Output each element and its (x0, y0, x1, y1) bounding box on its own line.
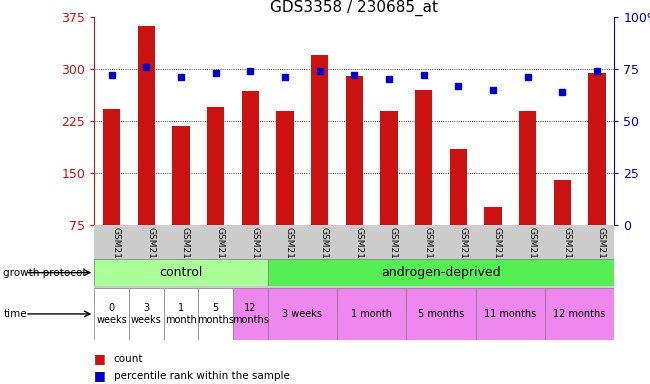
Text: time: time (3, 309, 27, 319)
Text: GSM215636: GSM215636 (181, 227, 190, 282)
Text: 12
months: 12 months (232, 303, 268, 325)
Bar (311, 55, 328, 225)
Text: 5 months: 5 months (418, 309, 464, 319)
Text: GSM215646: GSM215646 (528, 227, 537, 282)
Text: 1
month: 1 month (165, 303, 197, 325)
Text: GSM215634: GSM215634 (285, 227, 294, 282)
Text: GSM215644: GSM215644 (597, 227, 606, 282)
Text: GSM215633: GSM215633 (146, 227, 155, 282)
Text: control: control (159, 266, 203, 279)
Text: GSM215637: GSM215637 (354, 227, 363, 282)
Bar (103, 109, 120, 225)
Bar (138, 26, 155, 225)
Text: GSM215638: GSM215638 (389, 227, 398, 282)
Text: GSM215639: GSM215639 (216, 227, 225, 282)
Bar (484, 207, 502, 225)
Text: 11 months: 11 months (484, 309, 536, 319)
Bar (164, 288, 198, 340)
Bar (476, 288, 545, 340)
Bar (519, 111, 536, 225)
Bar (415, 90, 432, 225)
Text: 0
weeks: 0 weeks (96, 303, 127, 325)
Bar (242, 91, 259, 225)
Text: GSM215632: GSM215632 (112, 227, 121, 282)
Text: percentile rank within the sample: percentile rank within the sample (114, 371, 290, 381)
Title: GDS3358 / 230685_at: GDS3358 / 230685_at (270, 0, 438, 16)
Text: GSM215640: GSM215640 (424, 227, 433, 282)
Text: ■: ■ (94, 369, 106, 382)
Text: 12 months: 12 months (553, 309, 606, 319)
Bar (276, 111, 294, 225)
Bar (94, 259, 268, 286)
Text: GSM215635: GSM215635 (320, 227, 329, 282)
Text: GSM215645: GSM215645 (493, 227, 502, 282)
Text: GSM215641: GSM215641 (458, 227, 467, 282)
Bar (380, 111, 398, 225)
Bar (450, 149, 467, 225)
Bar (94, 288, 129, 340)
Bar (406, 288, 476, 340)
Bar (198, 288, 233, 340)
Bar (172, 126, 190, 225)
Bar (554, 180, 571, 225)
Bar (268, 259, 614, 286)
Text: count: count (114, 354, 143, 364)
Text: 3
weeks: 3 weeks (131, 303, 162, 325)
Bar (588, 73, 606, 225)
Bar (207, 107, 224, 225)
Text: 3 weeks: 3 weeks (282, 309, 322, 319)
Bar (337, 288, 406, 340)
Text: GSM215642: GSM215642 (250, 227, 259, 282)
Bar (129, 288, 164, 340)
Text: 1 month: 1 month (351, 309, 392, 319)
Bar (233, 288, 268, 340)
Text: 5
months: 5 months (197, 303, 234, 325)
Text: ■: ■ (94, 353, 106, 366)
Text: growth protocol: growth protocol (3, 268, 86, 278)
Bar (268, 288, 337, 340)
Bar (545, 288, 614, 340)
Text: androgen-deprived: androgen-deprived (381, 266, 500, 279)
Text: GSM215643: GSM215643 (562, 227, 571, 282)
Bar (346, 76, 363, 225)
